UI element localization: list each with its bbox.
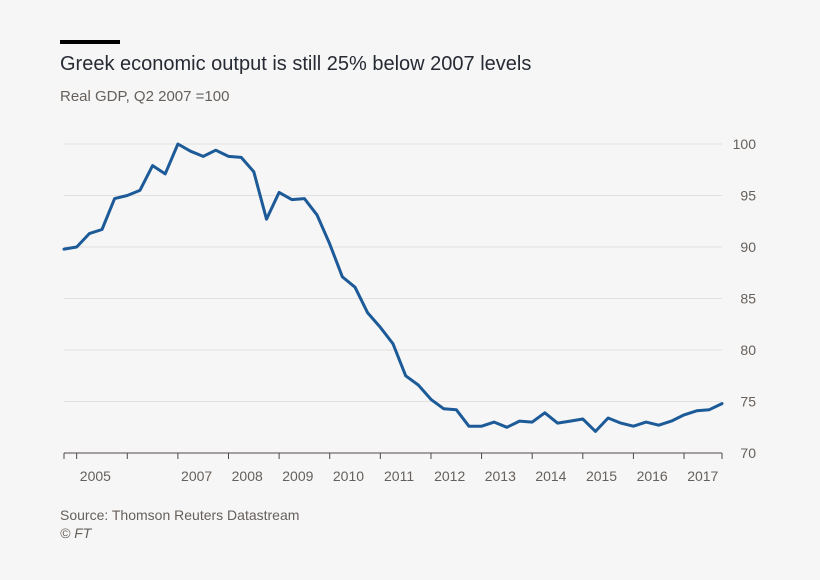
x-tick-label: 2007 bbox=[181, 468, 212, 484]
x-tick-label: 2010 bbox=[333, 468, 364, 484]
y-tick-label: 95 bbox=[740, 188, 756, 204]
series-line-gdp bbox=[62, 142, 724, 433]
x-tick-label: 2012 bbox=[434, 468, 465, 484]
y-tick-label: 70 bbox=[740, 445, 756, 461]
x-tick-label: 2016 bbox=[637, 468, 668, 484]
y-tick-label: 85 bbox=[740, 291, 756, 307]
copyright-notice: © FT bbox=[60, 525, 92, 541]
y-tick-label: 100 bbox=[733, 136, 757, 152]
chart-subtitle: Real GDP, Q2 2007 =100 bbox=[60, 88, 230, 105]
x-tick-label: 2013 bbox=[485, 468, 516, 484]
x-tick-label: 2005 bbox=[80, 468, 111, 484]
x-tick-label: 2009 bbox=[282, 468, 313, 484]
title-accent-bar bbox=[60, 40, 120, 44]
chart-title: Greek economic output is still 25% below… bbox=[60, 53, 532, 75]
x-tick-label: 2014 bbox=[535, 468, 566, 484]
x-tick-label: 2011 bbox=[384, 468, 414, 484]
y-tick-label: 90 bbox=[740, 239, 756, 255]
x-tick-label: 2008 bbox=[232, 468, 263, 484]
chart-source: Source: Thomson Reuters Datastream bbox=[60, 507, 300, 523]
x-tick-label: 2015 bbox=[586, 468, 617, 484]
x-tick-label: 2017 bbox=[687, 468, 718, 484]
y-tick-label: 80 bbox=[740, 342, 756, 358]
y-tick-label: 75 bbox=[740, 394, 756, 410]
